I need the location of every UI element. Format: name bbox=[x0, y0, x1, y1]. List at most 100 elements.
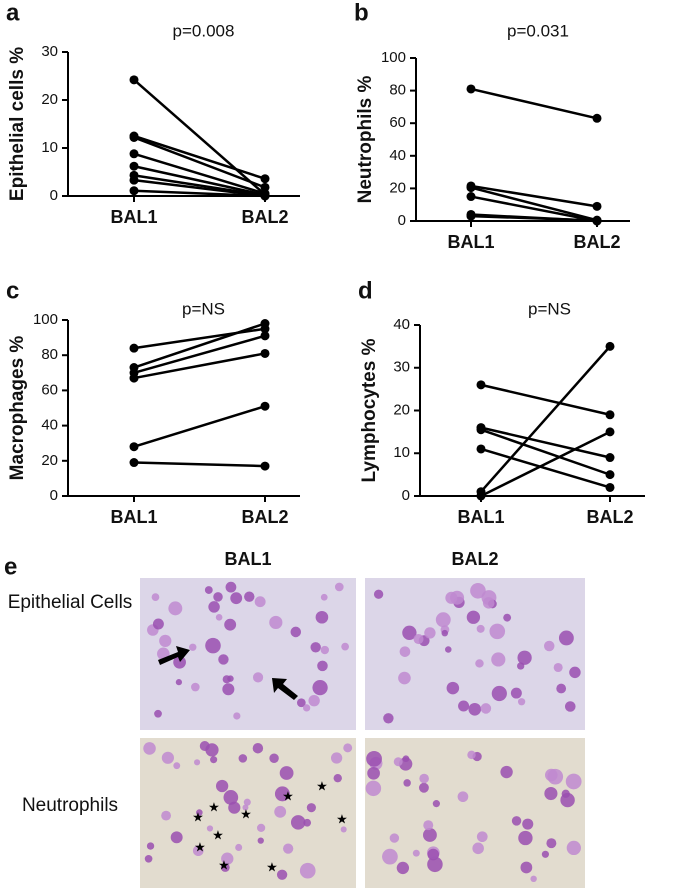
cell bbox=[320, 645, 330, 655]
cell bbox=[238, 754, 248, 763]
data-point bbox=[476, 444, 486, 454]
x-tick-label: BAL1 bbox=[447, 232, 494, 252]
chart-title: p=0.031 bbox=[507, 21, 569, 40]
data-point bbox=[260, 348, 270, 358]
cell bbox=[382, 848, 398, 865]
cell bbox=[517, 650, 532, 665]
series-line bbox=[480, 345, 611, 493]
cell bbox=[543, 640, 555, 652]
cell bbox=[189, 643, 197, 651]
series-line bbox=[480, 447, 611, 489]
y-tick-label: 80 bbox=[389, 82, 406, 99]
data-point bbox=[129, 132, 139, 142]
series-line bbox=[470, 214, 598, 222]
cell bbox=[422, 828, 437, 842]
cell bbox=[269, 615, 283, 630]
panel-label: e bbox=[4, 553, 17, 580]
data-point bbox=[605, 453, 615, 463]
y-tick-label: 40 bbox=[389, 147, 406, 164]
cell bbox=[402, 625, 417, 640]
x-tick-label: BAL2 bbox=[586, 507, 633, 527]
cell bbox=[159, 634, 172, 647]
cell bbox=[151, 593, 160, 601]
star: ★ bbox=[208, 799, 220, 814]
cell bbox=[427, 848, 440, 861]
cell bbox=[418, 782, 429, 793]
cell bbox=[412, 849, 420, 857]
series-line bbox=[470, 195, 598, 223]
panel-label: a bbox=[6, 0, 20, 26]
cell bbox=[312, 680, 328, 696]
cell bbox=[306, 803, 316, 813]
data-point bbox=[592, 113, 602, 123]
cell bbox=[218, 654, 229, 665]
series-line bbox=[133, 78, 266, 196]
cell bbox=[230, 592, 243, 605]
cell bbox=[320, 593, 328, 601]
cell bbox=[303, 704, 311, 712]
cell bbox=[565, 773, 582, 790]
data-point bbox=[260, 191, 270, 201]
series-line bbox=[480, 426, 611, 459]
cell bbox=[383, 713, 394, 724]
cell bbox=[466, 610, 481, 624]
cell bbox=[276, 869, 288, 880]
cell bbox=[290, 815, 306, 830]
cell bbox=[170, 831, 183, 844]
cell bbox=[334, 582, 344, 592]
cell bbox=[330, 752, 343, 764]
star: ★ bbox=[192, 809, 204, 824]
cell bbox=[427, 856, 443, 873]
cell bbox=[517, 698, 526, 706]
data-point bbox=[466, 183, 476, 193]
cell bbox=[445, 591, 458, 604]
cell bbox=[252, 672, 264, 683]
cell bbox=[210, 756, 218, 764]
series-line bbox=[133, 405, 266, 448]
y-tick-label: 80 bbox=[41, 346, 58, 363]
star: ★ bbox=[266, 859, 278, 874]
panel-label: c bbox=[6, 277, 19, 304]
cell bbox=[482, 597, 495, 609]
cell bbox=[204, 586, 213, 594]
data-point bbox=[605, 410, 615, 420]
data-point bbox=[476, 491, 486, 501]
series-line bbox=[133, 134, 266, 180]
cell bbox=[511, 816, 522, 826]
cell bbox=[222, 675, 231, 684]
star: ★ bbox=[316, 778, 328, 793]
cell bbox=[393, 757, 403, 767]
cell bbox=[403, 779, 411, 787]
data-point bbox=[605, 341, 615, 351]
cell bbox=[399, 646, 411, 657]
cell bbox=[343, 743, 353, 753]
cell bbox=[208, 601, 220, 613]
y-tick-label: 60 bbox=[41, 381, 58, 398]
cell bbox=[221, 852, 234, 865]
cell bbox=[191, 682, 200, 692]
data-point bbox=[466, 84, 476, 94]
data-point bbox=[260, 401, 270, 411]
cell bbox=[472, 842, 484, 855]
cell bbox=[564, 701, 576, 712]
cell bbox=[152, 618, 164, 630]
series-line bbox=[480, 428, 611, 476]
cell bbox=[476, 831, 488, 843]
cell bbox=[398, 671, 411, 685]
panel-label: d bbox=[358, 277, 373, 304]
star: ★ bbox=[194, 839, 206, 854]
data-point bbox=[592, 201, 602, 211]
cell bbox=[457, 791, 469, 803]
y-tick-label: 20 bbox=[389, 179, 406, 196]
cell bbox=[544, 786, 558, 801]
cell bbox=[476, 624, 485, 633]
data-point bbox=[260, 461, 270, 471]
series-line bbox=[480, 430, 611, 498]
y-tick-label: 30 bbox=[41, 43, 58, 60]
y-tick-label: 60 bbox=[389, 114, 406, 131]
cell bbox=[419, 773, 429, 784]
cell bbox=[500, 765, 513, 779]
cell bbox=[215, 779, 229, 793]
cell bbox=[518, 830, 533, 846]
chart-title: p=0.008 bbox=[173, 21, 235, 40]
